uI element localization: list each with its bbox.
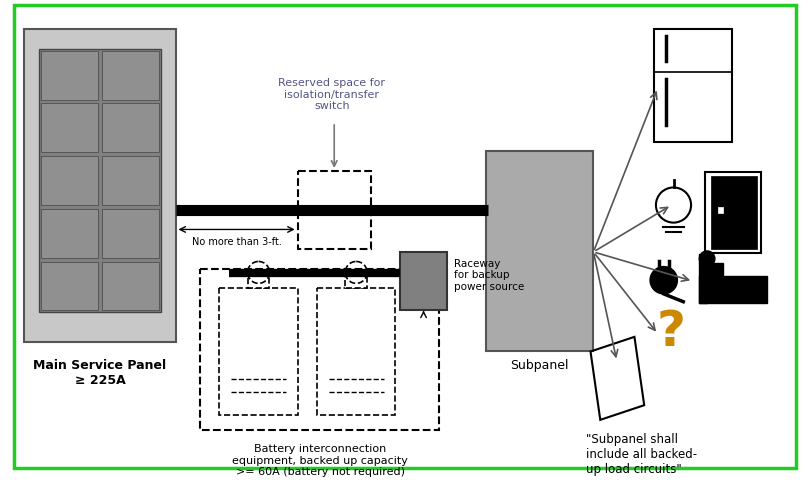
Bar xyxy=(705,172,761,253)
Bar xyxy=(40,209,98,258)
Text: Subpanel: Subpanel xyxy=(510,359,569,372)
Text: Reserved space for
isolation/transfer
switch: Reserved space for isolation/transfer sw… xyxy=(279,78,386,111)
Bar xyxy=(248,272,270,288)
Bar xyxy=(318,288,395,415)
Bar xyxy=(102,209,159,258)
Bar xyxy=(702,263,723,278)
Text: "Subpanel shall
include all backed-
up load circuits": "Subpanel shall include all backed- up l… xyxy=(586,433,697,476)
Bar xyxy=(40,156,98,205)
Bar xyxy=(297,171,371,249)
Bar xyxy=(40,104,98,152)
Text: ?: ? xyxy=(657,308,686,356)
Bar xyxy=(718,207,723,213)
Bar xyxy=(400,252,447,311)
Circle shape xyxy=(699,251,715,267)
Bar xyxy=(710,176,757,249)
Bar xyxy=(486,151,594,351)
Bar xyxy=(200,269,439,430)
Text: Main Service Panel
≥ 225A: Main Service Panel ≥ 225A xyxy=(33,359,166,387)
Bar xyxy=(40,262,98,311)
Bar xyxy=(102,51,159,100)
Bar xyxy=(39,49,161,313)
Bar xyxy=(102,262,159,311)
Bar xyxy=(40,51,98,100)
Bar xyxy=(699,254,706,302)
Bar xyxy=(102,156,159,205)
Bar xyxy=(345,272,367,288)
Bar xyxy=(24,30,176,342)
Text: No more than 3-ft.: No more than 3-ft. xyxy=(192,237,282,247)
Text: Raceway
for backup
power source: Raceway for backup power source xyxy=(454,259,524,292)
Bar xyxy=(220,288,297,415)
Bar xyxy=(654,30,732,142)
Circle shape xyxy=(650,267,677,294)
Text: Battery interconnection
equipment, backed up capacity
>= 60A (battery not requir: Battery interconnection equipment, backe… xyxy=(232,444,408,477)
Bar xyxy=(102,104,159,152)
Bar xyxy=(699,276,767,302)
